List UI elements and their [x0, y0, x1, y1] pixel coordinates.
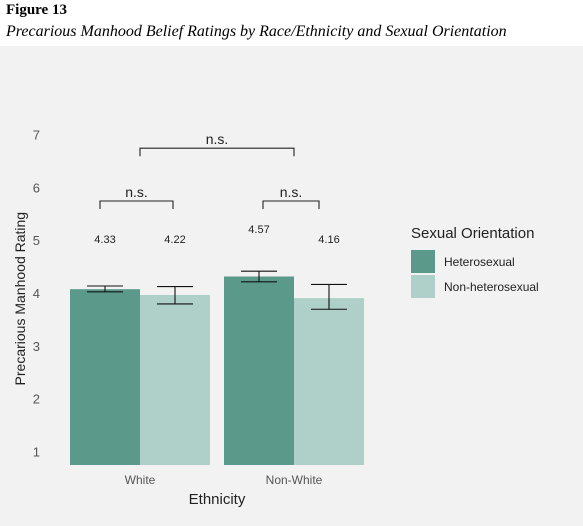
significance-bracket	[262, 200, 320, 209]
y-tick-label: 1	[33, 444, 40, 459]
data-label: 4.16	[318, 234, 339, 246]
y-tick-label: 4	[33, 286, 40, 301]
bar	[224, 276, 294, 465]
bar	[140, 294, 210, 465]
significance-bracket	[99, 200, 174, 209]
legend-label: Non-heterosexual	[444, 280, 539, 294]
y-tick-label: 3	[33, 339, 40, 354]
y-tick-label: 7	[33, 128, 40, 143]
legend-swatch	[411, 275, 435, 298]
x-tick-label: Non-White	[266, 473, 323, 487]
y-tick-label: 5	[33, 233, 40, 248]
y-tick-label: 6	[33, 180, 40, 195]
bar	[70, 289, 140, 465]
data-label: 4.33	[94, 234, 115, 246]
figure-label: Figure 13	[6, 2, 67, 18]
bar	[294, 298, 364, 465]
x-tick-label: White	[125, 473, 156, 487]
legend-label: Heterosexual	[444, 255, 515, 269]
legend-swatch	[411, 250, 435, 273]
legend-title: Sexual Orientation	[411, 225, 534, 242]
figure-title: Precarious Manhood Belief Ratings by Rac…	[6, 23, 507, 40]
x-axis-title: Ethnicity	[189, 491, 246, 508]
data-label: 4.57	[248, 224, 269, 236]
significance-label: n.s.	[125, 184, 148, 200]
significance-bracket	[139, 147, 295, 157]
significance-label: n.s.	[280, 184, 303, 200]
data-label: 4.22	[164, 234, 185, 246]
y-tick-label: 2	[33, 392, 40, 407]
significance-label: n.s.	[206, 131, 229, 147]
y-axis-title: Precarious Manhood Rating	[12, 212, 28, 386]
